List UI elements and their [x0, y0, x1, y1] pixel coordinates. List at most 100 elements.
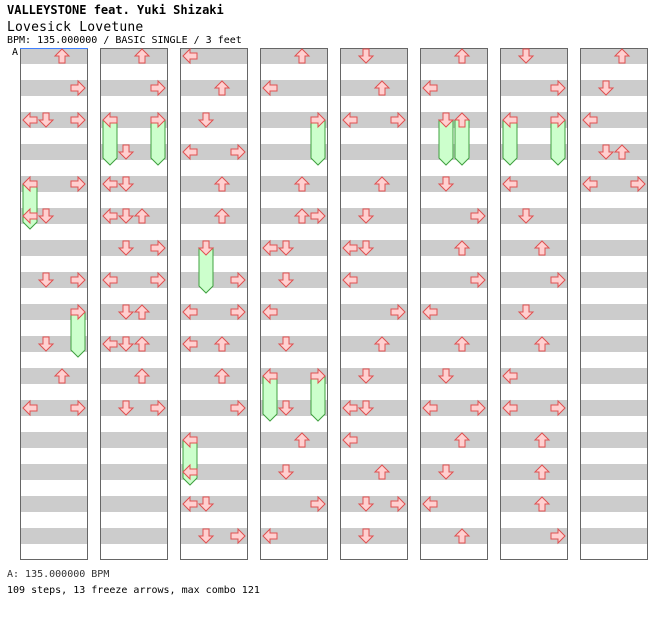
stripe — [420, 432, 488, 448]
left-arrow — [502, 175, 518, 193]
left-arrow — [22, 175, 38, 193]
stripe — [100, 304, 168, 320]
stripe — [500, 208, 568, 224]
stripe — [180, 304, 248, 320]
stripe — [340, 432, 408, 448]
up-arrow — [453, 48, 471, 64]
up-arrow — [373, 176, 391, 192]
left-arrow — [182, 335, 198, 353]
stripe — [100, 48, 168, 64]
right-arrow — [470, 271, 486, 289]
left-arrow — [102, 111, 118, 129]
stripe — [100, 400, 168, 416]
stripe — [500, 272, 568, 288]
stripe — [260, 432, 328, 448]
stripe — [580, 80, 648, 96]
up-arrow — [53, 368, 71, 384]
stripe — [340, 112, 408, 128]
stripe — [20, 240, 88, 256]
up-arrow — [613, 48, 631, 64]
down-arrow — [357, 208, 375, 224]
artist-name: VALLEYSTONE feat. Yuki Shizaki — [7, 3, 224, 17]
up-arrow — [133, 368, 151, 384]
stripe — [260, 272, 328, 288]
chart-column — [100, 48, 168, 560]
stripe — [100, 80, 168, 96]
stripe — [100, 176, 168, 192]
stripe — [500, 400, 568, 416]
stripe — [260, 80, 328, 96]
stripe — [580, 304, 648, 320]
stripe — [420, 144, 488, 160]
down-arrow — [437, 112, 455, 128]
right-arrow — [310, 207, 326, 225]
right-arrow — [550, 111, 566, 129]
stripe — [340, 336, 408, 352]
stripe — [340, 144, 408, 160]
down-arrow — [37, 272, 55, 288]
stripe — [340, 496, 408, 512]
right-arrow — [150, 79, 166, 97]
stripe — [500, 464, 568, 480]
up-arrow — [213, 336, 231, 352]
stripe — [500, 496, 568, 512]
stripe — [580, 144, 648, 160]
left-arrow — [582, 111, 598, 129]
stripe — [20, 496, 88, 512]
stripe — [180, 272, 248, 288]
right-arrow — [70, 79, 86, 97]
down-arrow — [357, 240, 375, 256]
step-chart — [20, 47, 648, 560]
stripe — [420, 272, 488, 288]
down-arrow — [277, 240, 295, 256]
stripe — [340, 528, 408, 544]
down-arrow — [597, 80, 615, 96]
up-arrow — [613, 144, 631, 160]
up-arrow — [133, 48, 151, 64]
stripe — [20, 528, 88, 544]
stripe — [420, 336, 488, 352]
right-arrow — [470, 399, 486, 417]
right-arrow — [70, 175, 86, 193]
down-arrow — [357, 400, 375, 416]
down-arrow — [357, 528, 375, 544]
stripe — [100, 272, 168, 288]
left-arrow — [102, 271, 118, 289]
stripe — [580, 496, 648, 512]
right-arrow — [310, 367, 326, 385]
stripe — [580, 368, 648, 384]
up-arrow — [533, 464, 551, 480]
down-arrow — [117, 336, 135, 352]
down-arrow — [357, 496, 375, 512]
stripe — [260, 208, 328, 224]
up-arrow — [293, 48, 311, 64]
up-arrow — [213, 208, 231, 224]
stripe — [180, 400, 248, 416]
right-arrow — [70, 399, 86, 417]
stripe — [180, 336, 248, 352]
bpm-legend: A: 135.000000 BPM — [7, 569, 110, 580]
right-arrow — [550, 271, 566, 289]
stripe — [340, 240, 408, 256]
stripe — [20, 272, 88, 288]
right-arrow — [150, 271, 166, 289]
right-arrow — [230, 143, 246, 161]
stripe — [260, 336, 328, 352]
right-arrow — [70, 303, 86, 321]
left-arrow — [502, 367, 518, 385]
left-arrow — [102, 207, 118, 225]
up-arrow — [453, 336, 471, 352]
up-arrow — [213, 368, 231, 384]
up-arrow — [133, 336, 151, 352]
up-arrow — [453, 432, 471, 448]
down-arrow — [357, 48, 375, 64]
up-arrow — [293, 208, 311, 224]
stripe — [420, 464, 488, 480]
chart-column — [580, 48, 648, 560]
stripe — [20, 48, 88, 64]
right-arrow — [550, 399, 566, 417]
stripe — [420, 208, 488, 224]
up-arrow — [213, 80, 231, 96]
down-arrow — [197, 240, 215, 256]
stripe — [100, 432, 168, 448]
